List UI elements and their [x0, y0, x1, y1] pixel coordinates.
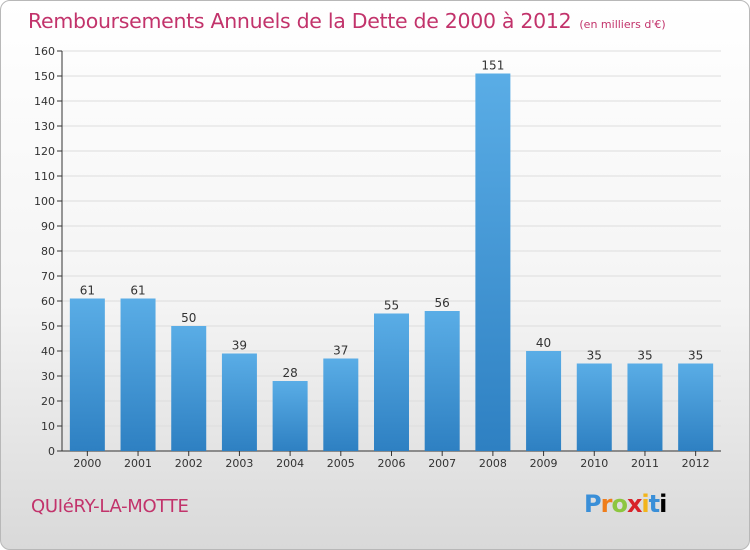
bar-value-label: 61 — [80, 284, 95, 298]
axes: 0 10 20 30 40 50 60 70 80 90 100 110 120 130 140 150 160… — [34, 45, 721, 470]
chart-unit: (en milliers d'€) — [579, 18, 666, 31]
y-tick-label: 80 — [41, 245, 55, 258]
logo-letter: r — [600, 490, 613, 518]
bar-value-label: 55 — [384, 299, 399, 313]
y-tick-label: 30 — [41, 370, 55, 383]
logo-letter: t — [648, 490, 661, 518]
bar — [120, 298, 156, 451]
bar-value-label: 39 — [232, 339, 247, 353]
chart-title-text: Remboursements Annuels de la Dette de 20… — [28, 9, 572, 33]
bar — [272, 381, 308, 451]
y-tick-label: 110 — [34, 170, 55, 183]
x-tick-label: 2000 — [73, 457, 101, 470]
logo-letter: x — [626, 490, 643, 518]
y-tick-label: 0 — [48, 445, 55, 458]
x-tick-label: 2003 — [225, 457, 253, 470]
bar — [374, 313, 409, 451]
y-tick-label: 120 — [34, 145, 55, 158]
bar — [678, 363, 714, 451]
x-tick-label: 2011 — [631, 457, 659, 470]
logo-letter: i — [659, 490, 667, 518]
bar-value-label: 37 — [333, 344, 348, 358]
x-tick-label: 2012 — [682, 457, 710, 470]
logo-letter: i — [641, 490, 649, 518]
y-tick-label: 100 — [34, 195, 55, 208]
bar-value-label: 40 — [536, 336, 551, 350]
data-labels: 61 61 50 39 28 37 55 56 151 40 35 35 35 — [80, 59, 704, 381]
y-tick-label: 70 — [41, 270, 55, 283]
bar — [69, 298, 105, 451]
y-tick-label: 150 — [34, 70, 55, 83]
y-tick-label: 40 — [41, 345, 55, 358]
y-tick-label: 90 — [41, 220, 55, 233]
bar — [221, 353, 257, 451]
y-tick-label: 130 — [34, 120, 55, 133]
bar — [171, 326, 207, 451]
y-tick-label: 10 — [41, 420, 55, 433]
bar — [323, 358, 359, 451]
x-tick-label: 2009 — [530, 457, 558, 470]
bar-value-label: 151 — [481, 59, 504, 73]
x-tick-label: 2008 — [479, 457, 507, 470]
x-tick-label: 2010 — [580, 457, 608, 470]
y-tick-label: 140 — [34, 95, 55, 108]
x-tick-label: 2001 — [124, 457, 152, 470]
y-tick-label: 60 — [41, 295, 55, 308]
bar — [526, 351, 562, 451]
chart-title: Remboursements Annuels de la Dette de 20… — [28, 9, 666, 33]
proxiti-logo[interactable]: Proxiti — [584, 490, 667, 518]
bar — [424, 311, 460, 451]
bar-value-label: 35 — [587, 349, 602, 363]
town-name: QUIéRY-LA-MOTTE — [31, 496, 189, 517]
bars — [69, 73, 714, 451]
bar — [627, 363, 663, 451]
bar — [475, 73, 511, 451]
bar-value-label: 28 — [282, 366, 297, 380]
y-tick-label: 20 — [41, 395, 55, 408]
x-tick-label: 2007 — [428, 457, 456, 470]
bar-value-label: 35 — [688, 349, 703, 363]
y-tick-label: 50 — [41, 320, 55, 333]
x-tick-label: 2004 — [276, 457, 304, 470]
bar-value-label: 56 — [435, 296, 450, 310]
bar-value-label: 50 — [181, 311, 196, 325]
x-tick-label: 2005 — [327, 457, 355, 470]
bar-value-label: 61 — [130, 284, 145, 298]
logo-letter: P — [584, 490, 602, 518]
bar — [576, 363, 612, 451]
x-tick-label: 2002 — [175, 457, 203, 470]
x-tick-label: 2006 — [378, 457, 406, 470]
bar-value-label: 35 — [637, 349, 652, 363]
logo-letter: o — [611, 490, 627, 518]
y-tick-label: 160 — [34, 45, 55, 58]
